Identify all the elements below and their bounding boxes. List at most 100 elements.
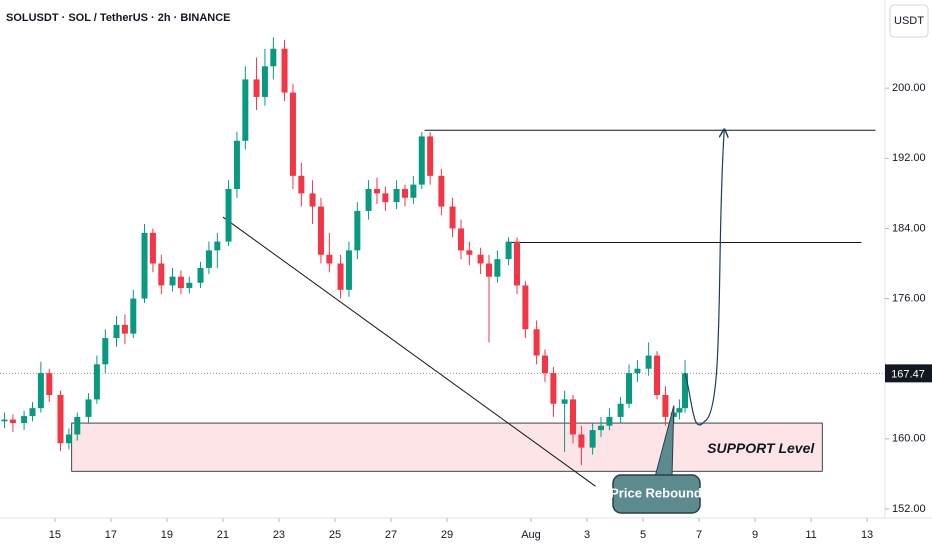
- currency-label: USDT: [894, 15, 924, 27]
- candle-body: [21, 416, 28, 424]
- candle-body: [1, 419, 8, 422]
- candle-body: [46, 373, 53, 396]
- x-tick-label: 9: [752, 529, 758, 541]
- x-tick-label: 23: [273, 529, 285, 541]
- candle-body: [270, 48, 277, 67]
- candle-body: [74, 416, 81, 435]
- candle-body: [550, 373, 557, 404]
- candle-body: [477, 254, 484, 264]
- candle-body: [289, 92, 296, 176]
- candle-body: [438, 175, 445, 207]
- candle-body: [186, 282, 193, 289]
- candle-body: [158, 263, 165, 286]
- candle-body: [121, 324, 128, 334]
- candle-body: [662, 395, 669, 417]
- chart-title: SOLUSDT · SOL / TetherUS · 2h · BINANCE: [6, 12, 231, 24]
- x-tick-label: 5: [640, 529, 646, 541]
- candle-body: [505, 241, 512, 260]
- candle-body: [598, 425, 605, 431]
- x-tick-label: 25: [329, 529, 341, 541]
- x-tick-label: 15: [49, 529, 61, 541]
- x-tick-label: 19: [161, 529, 173, 541]
- candle-body: [169, 276, 176, 286]
- candle-body: [205, 250, 212, 268]
- x-tick-label: 21: [217, 529, 229, 541]
- y-tick-label: 192.00: [892, 152, 926, 164]
- x-tick-label: 11: [805, 529, 816, 541]
- x-tick-label: 3: [584, 529, 590, 541]
- candle-body: [561, 399, 568, 404]
- candle-body: [466, 250, 473, 255]
- support-zone: [71, 422, 823, 472]
- candle-body: [253, 79, 260, 97]
- candle-body: [682, 373, 689, 409]
- candle-body: [85, 399, 92, 417]
- candle-body: [65, 434, 72, 444]
- candle-body: [197, 267, 204, 283]
- candle-body: [345, 250, 352, 290]
- candle-body: [354, 210, 361, 251]
- candle-body: [634, 368, 641, 374]
- candle-body: [130, 298, 137, 334]
- candle-body: [281, 48, 288, 93]
- candle-body: [365, 189, 372, 211]
- candle-body: [513, 241, 520, 286]
- y-tick-label: 160.00: [892, 433, 926, 445]
- projection-arrow: [684, 130, 724, 426]
- candle-body: [654, 355, 661, 396]
- candle-body: [522, 285, 529, 330]
- x-tick-label: 27: [385, 529, 397, 541]
- support-label: SUPPORT Level: [707, 440, 815, 456]
- candle-body: [606, 416, 613, 426]
- candle-body: [373, 189, 380, 194]
- y-tick-label: 200.00: [892, 82, 926, 94]
- candle-body: [427, 136, 434, 176]
- candle-body: [317, 206, 324, 255]
- candle-body: [261, 66, 268, 97]
- candle-body: [102, 338, 109, 365]
- x-tick-label: 17: [105, 529, 117, 541]
- candle-body: [542, 355, 549, 374]
- last-price-label: 167.47: [891, 368, 925, 380]
- x-tick-label: 13: [861, 529, 873, 541]
- candle-body: [37, 373, 44, 409]
- candle-body: [242, 79, 249, 141]
- candle-body: [676, 408, 683, 413]
- candle-body: [494, 259, 501, 277]
- candle-body: [233, 140, 240, 190]
- candle-body: [626, 373, 633, 404]
- candle-body: [410, 184, 417, 198]
- candle-body: [645, 355, 652, 369]
- candle-body: [418, 136, 425, 185]
- candle-body: [141, 232, 148, 299]
- currency-button[interactable]: [889, 4, 929, 38]
- candle-body: [225, 189, 232, 242]
- candle-body: [93, 364, 100, 400]
- y-tick-label: 152.00: [892, 503, 926, 515]
- x-tick-label: Aug: [521, 529, 541, 541]
- candle-body: [589, 430, 596, 448]
- callout-box: [612, 474, 701, 514]
- x-tick-label: 7: [696, 529, 702, 541]
- candle-body: [485, 263, 492, 277]
- candle-body: [457, 228, 464, 251]
- candle-body: [337, 263, 344, 290]
- trendline: [222, 216, 596, 487]
- candle-body: [298, 175, 305, 194]
- candle-body: [570, 399, 577, 435]
- candle-body: [533, 329, 540, 356]
- candle-body: [578, 434, 585, 448]
- callout-label: Price Rebound: [610, 485, 702, 500]
- candle-body: [214, 241, 221, 251]
- candle-body: [382, 193, 389, 203]
- candle-body: [57, 395, 64, 444]
- candle-body: [326, 254, 333, 264]
- candle-body: [149, 232, 156, 264]
- last-price-tag: [885, 364, 932, 383]
- candle-body: [113, 324, 120, 339]
- x-tick-label: 29: [441, 529, 453, 541]
- candle-body: [617, 403, 624, 417]
- candle-body: [449, 206, 456, 229]
